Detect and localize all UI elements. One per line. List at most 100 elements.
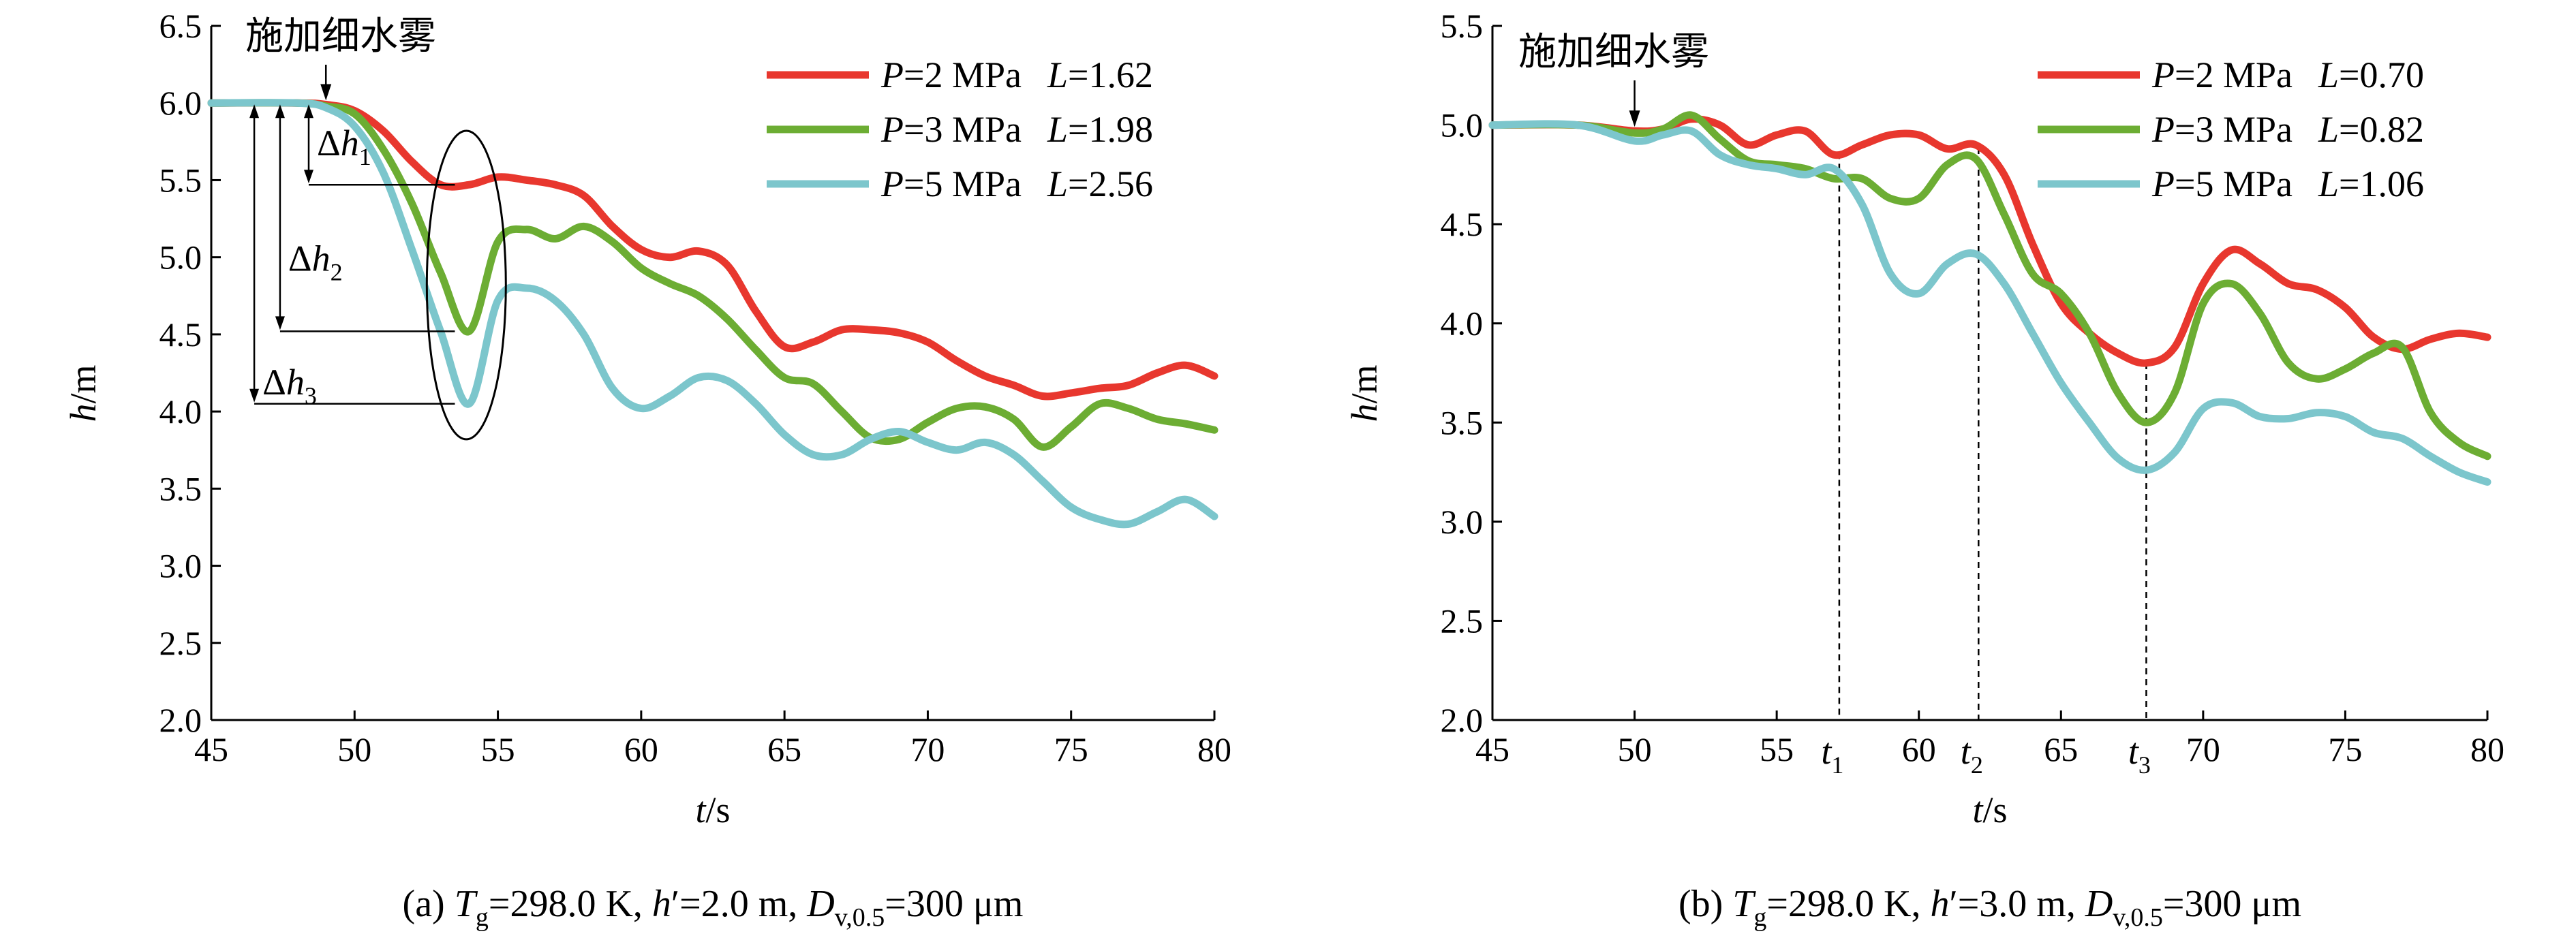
legend-pval: =3 MPa	[904, 109, 1022, 150]
t-marker-var: t	[1821, 731, 1833, 772]
legend-entry: P=2 MPa L=0.70	[2151, 54, 2424, 95]
caption-part2: ′=3.0 m,	[1949, 883, 2085, 925]
x-tick-label: 65	[767, 730, 801, 768]
caption-h: h	[652, 883, 671, 925]
caption-part3: =300 μm	[2163, 883, 2301, 925]
y-axis-unit: /m	[1344, 364, 1385, 403]
y-axis-unit: /m	[63, 364, 104, 403]
legend-l: L	[1047, 163, 1068, 204]
x-axis-var: t	[1972, 790, 1984, 830]
y-tick-label: 4.0	[159, 392, 202, 431]
x-tick-label: 70	[910, 730, 945, 768]
x-tick-label: 45	[1475, 730, 1509, 768]
x-tick-label: 55	[481, 730, 515, 768]
t-marker-sub: 2	[1971, 751, 1983, 779]
x-axis-label: t/s	[1972, 790, 2007, 830]
delta-var: h	[341, 123, 359, 163]
caption-part2: ′=2.0 m,	[671, 883, 807, 925]
x-tick-label: 45	[194, 730, 228, 768]
chart-panel-b: 45 50 55 60 65 70 75 80 2.0 2.5 3.0 3.5 4.0 4.5 5.0 5.5…	[1344, 7, 2504, 932]
legend-l: L	[2318, 54, 2339, 95]
x-tick-label: 75	[2328, 730, 2362, 768]
caption-D: D	[2085, 883, 2113, 925]
x-axis-label: t/s	[695, 790, 730, 830]
panel-caption: (b) Tg=298.0 K, h′=3.0 m, Dv,0.5=300 μm	[1678, 883, 2301, 932]
delta-sym: Δ	[262, 362, 286, 403]
x-tick-label: 50	[337, 730, 371, 768]
x-tick-label: 55	[1760, 730, 1794, 768]
y-axis-label: h/m	[63, 364, 104, 422]
t-marker-label: t3	[2128, 731, 2151, 779]
annotation-label: 施加细水雾	[245, 14, 436, 59]
legend-p: P	[880, 109, 904, 150]
legend-lval: =1.98	[1068, 109, 1153, 150]
delta-var: h	[312, 238, 331, 279]
legend-pval: =2 MPa	[2175, 54, 2293, 95]
legend-entry: P=5 MPa L=1.06	[2151, 163, 2424, 204]
y-tick-label: 4.0	[1441, 304, 1484, 343]
x-tick-label: 50	[1618, 730, 1652, 768]
legend-lval: =0.70	[2339, 54, 2424, 95]
legend-lval: =2.56	[1068, 163, 1153, 204]
y-tick-label: 2.5	[159, 624, 202, 662]
caption-prefix: (b)	[1678, 883, 1732, 925]
x-tick-label: 80	[2470, 730, 2504, 768]
delta-sub: 1	[359, 143, 371, 170]
t-marker-var: t	[1961, 731, 1972, 772]
delta-sub: 3	[305, 382, 317, 409]
x-tick-label: 60	[1902, 730, 1936, 768]
x-tick-label: 75	[1054, 730, 1088, 768]
t-marker-label: t2	[1961, 731, 1983, 779]
chart-panel-a: 45 50 55 60 65 70 75 80 2.0 2.5 3.0 3.5 4.0 4.5 5.0 5.5…	[63, 7, 1231, 932]
legend-pval: =5 MPa	[904, 163, 1022, 204]
legend-entry: P=3 MPa L=0.82	[2151, 109, 2424, 150]
delta-arrow-down	[275, 316, 285, 330]
y-axis-label: h/m	[1344, 364, 1385, 422]
legend-l: L	[2318, 163, 2339, 204]
t-marker-label: t1	[1821, 731, 1843, 779]
caption-D: D	[806, 883, 834, 925]
legend-p: P	[880, 163, 904, 204]
legend-pval: =3 MPa	[2175, 109, 2293, 150]
delta-label: Δh2	[288, 238, 343, 286]
series-line-3	[1488, 120, 2491, 486]
legend-p: P	[2151, 109, 2175, 150]
delta-sym: Δ	[288, 238, 312, 279]
legend-l: L	[2318, 109, 2339, 150]
legend-entry: P=3 MPa L=1.98	[880, 109, 1153, 150]
caption-part1: =298.0 K,	[489, 883, 652, 925]
caption-part3: =300 μm	[885, 883, 1023, 925]
caption-Tsub: g	[1753, 903, 1766, 932]
caption-h: h	[1930, 883, 1949, 925]
t-marker-var: t	[2128, 731, 2140, 772]
legend-p: P	[880, 54, 904, 95]
y-tick-label: 5.0	[1441, 106, 1484, 144]
delta-var: h	[286, 362, 305, 403]
caption-Tsub: g	[476, 903, 489, 932]
panel-caption: (a) Tg=298.0 K, h′=2.0 m, Dv,0.5=300 μm	[403, 883, 1024, 932]
annotation-arrow-head	[1629, 110, 1640, 127]
delta-sym: Δ	[317, 123, 341, 163]
delta-sub: 2	[331, 259, 343, 286]
delta-arrow-up	[303, 104, 313, 119]
delta-label: Δh1	[317, 123, 371, 170]
delta-arrow-up	[275, 104, 285, 119]
y-tick-label: 4.5	[1441, 205, 1484, 243]
x-tick-label: 65	[2044, 730, 2078, 768]
x-tick-label: 70	[2186, 730, 2220, 768]
x-axis-var: t	[695, 790, 707, 830]
caption-Dsub: v,0.5	[2113, 903, 2163, 932]
y-tick-label: 3.5	[159, 469, 202, 507]
legend-p: P	[2151, 54, 2175, 95]
caption-T: T	[455, 883, 478, 925]
delta-arrow-down	[249, 388, 260, 403]
series-line-2	[207, 99, 1218, 451]
series-line-3	[207, 99, 1218, 529]
x-axis-unit: /s	[705, 790, 730, 830]
delta-label: Δh3	[262, 362, 317, 409]
series-line-2	[1488, 111, 2491, 460]
caption-Dsub: v,0.5	[835, 903, 885, 932]
legend-lval: =1.06	[2339, 163, 2424, 204]
legend-lval: =0.82	[2339, 109, 2424, 150]
legend-p: P	[2151, 163, 2175, 204]
